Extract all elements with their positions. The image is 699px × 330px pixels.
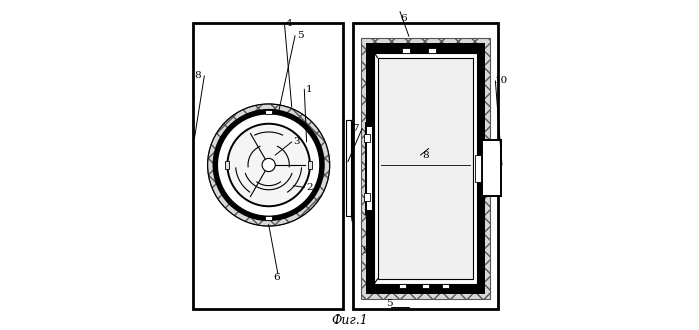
Text: 2: 2	[306, 183, 312, 192]
Bar	[225, 161, 229, 169]
Text: 10: 10	[495, 76, 508, 85]
Bar	[428, 48, 436, 53]
Ellipse shape	[208, 104, 330, 226]
Ellipse shape	[217, 114, 320, 216]
Bar	[353, 23, 498, 309]
Text: 5: 5	[296, 31, 303, 40]
Bar	[266, 110, 272, 114]
Text: 8: 8	[194, 71, 201, 81]
Bar	[308, 161, 312, 169]
Text: 4: 4	[286, 19, 293, 28]
Ellipse shape	[212, 109, 325, 221]
Bar	[367, 127, 373, 210]
Text: 7: 7	[352, 124, 359, 133]
Bar	[346, 120, 352, 216]
Bar	[364, 134, 370, 142]
Text: Фиг.1: Фиг.1	[331, 314, 368, 327]
Bar	[366, 43, 485, 294]
Bar	[365, 122, 373, 214]
Bar	[399, 284, 405, 288]
Bar	[361, 38, 490, 299]
Circle shape	[262, 158, 275, 172]
Bar	[266, 216, 272, 220]
Bar	[482, 140, 501, 196]
Bar	[364, 193, 370, 201]
Bar	[402, 48, 410, 53]
Text: 5: 5	[386, 299, 392, 308]
Text: 8: 8	[422, 150, 428, 160]
Bar	[475, 155, 481, 182]
Text: 9: 9	[362, 246, 368, 255]
Bar	[374, 53, 477, 284]
Text: 1: 1	[306, 84, 312, 94]
Bar	[377, 58, 473, 279]
Text: 3: 3	[294, 137, 300, 147]
Ellipse shape	[227, 124, 310, 206]
Bar	[193, 23, 343, 309]
Bar	[422, 284, 428, 288]
Text: 6: 6	[273, 273, 280, 282]
Text: 6: 6	[400, 14, 407, 23]
Bar	[442, 284, 449, 288]
